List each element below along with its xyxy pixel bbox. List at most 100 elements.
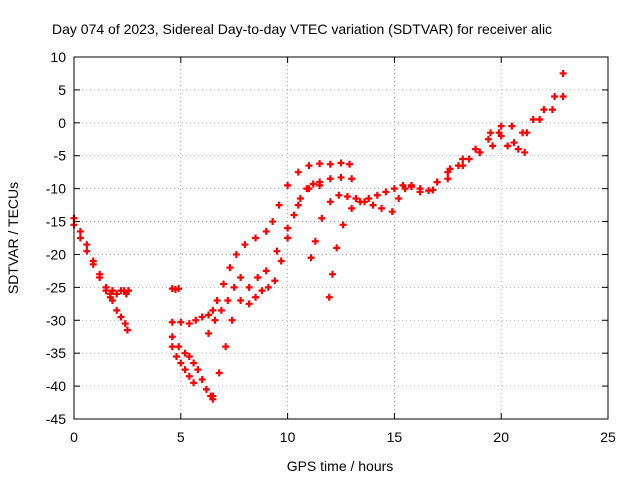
x-tick-label: 20 (493, 429, 509, 445)
data-point (205, 311, 213, 319)
data-point (318, 214, 326, 222)
data-points (70, 69, 567, 403)
series-arc-n (395, 142, 497, 203)
y-tick-label: -45 (46, 411, 66, 427)
data-point (102, 287, 110, 295)
data-point (226, 264, 234, 272)
data-point (117, 313, 125, 321)
data-point (316, 160, 324, 168)
data-point (333, 244, 341, 252)
y-tick-label: 5 (58, 82, 66, 98)
data-point (497, 122, 505, 130)
data-point (237, 297, 245, 305)
data-point (222, 343, 230, 351)
y-tick-label: -10 (46, 181, 66, 197)
data-point (209, 306, 217, 314)
series-arc-c (108, 287, 132, 298)
data-point (429, 186, 437, 194)
y-tick-label: 10 (50, 49, 66, 65)
chart-title: Day 074 of 2023, Sidereal Day-to-day VTE… (52, 21, 552, 37)
data-point (536, 116, 544, 124)
data-point (185, 372, 193, 380)
data-point (228, 316, 236, 324)
data-point (76, 227, 84, 235)
data-point (294, 201, 302, 209)
data-point (311, 237, 319, 245)
data-point (529, 116, 537, 124)
data-point (190, 359, 198, 367)
data-point (487, 129, 495, 137)
data-point (273, 247, 281, 255)
data-point (407, 181, 415, 189)
data-point (113, 306, 121, 314)
x-tick-label: 25 (600, 429, 616, 445)
data-point (472, 145, 480, 153)
data-point (514, 145, 522, 153)
data-point (373, 191, 381, 199)
series-arc-l (307, 191, 396, 262)
data-point (108, 297, 116, 305)
data-point (217, 306, 225, 314)
data-point (343, 193, 351, 201)
data-point (177, 318, 185, 326)
data-point (185, 320, 193, 328)
data-point (168, 343, 176, 351)
data-point (307, 254, 315, 262)
data-point (271, 277, 279, 285)
data-point (177, 359, 185, 367)
data-point (194, 366, 202, 374)
data-point (113, 290, 121, 298)
data-point (521, 148, 529, 156)
data-point (220, 280, 228, 288)
data-point (284, 181, 292, 189)
data-point (337, 173, 345, 181)
data-point (241, 241, 249, 249)
y-tick-label: -5 (54, 148, 67, 164)
data-point (303, 185, 311, 193)
data-point (476, 148, 484, 156)
data-point (277, 257, 285, 265)
data-point (175, 343, 183, 351)
y-tick-labels: 10 5 0 -5 -10 -15 -20 -25 -30 -35 -40 -45 (46, 49, 66, 427)
data-point (76, 234, 84, 242)
data-point (209, 392, 217, 400)
x-tick-label: 0 (70, 429, 78, 445)
data-point (459, 162, 467, 170)
data-point (316, 181, 324, 189)
data-point (489, 142, 497, 150)
data-point (215, 369, 223, 377)
series-arc-o (433, 129, 503, 186)
series-arc-k (245, 180, 324, 308)
data-point (96, 273, 104, 281)
data-point (369, 201, 377, 209)
data-point (346, 160, 354, 168)
data-point (365, 195, 373, 203)
data-point (523, 129, 531, 137)
data-point (510, 139, 518, 147)
data-point (245, 300, 253, 308)
data-point (83, 247, 91, 255)
data-point (388, 208, 396, 216)
data-point (446, 165, 454, 173)
data-point (237, 273, 245, 281)
data-point (83, 241, 91, 249)
data-point (224, 297, 232, 305)
y-tick-label: -20 (46, 246, 66, 262)
data-point (382, 188, 390, 196)
data-point (309, 180, 317, 188)
data-point (548, 106, 556, 114)
data-point (290, 211, 298, 219)
data-point (245, 283, 253, 291)
data-point (168, 318, 176, 326)
y-tick-label: -40 (46, 378, 66, 394)
data-point (205, 329, 213, 337)
series-arc-h (168, 343, 198, 387)
data-point (275, 201, 283, 209)
data-point (401, 185, 409, 193)
data-point (348, 175, 356, 183)
y-axis-label: SDTVAR / TECUs (5, 182, 21, 294)
y-tick-label: -15 (46, 214, 66, 230)
data-point (254, 273, 262, 281)
